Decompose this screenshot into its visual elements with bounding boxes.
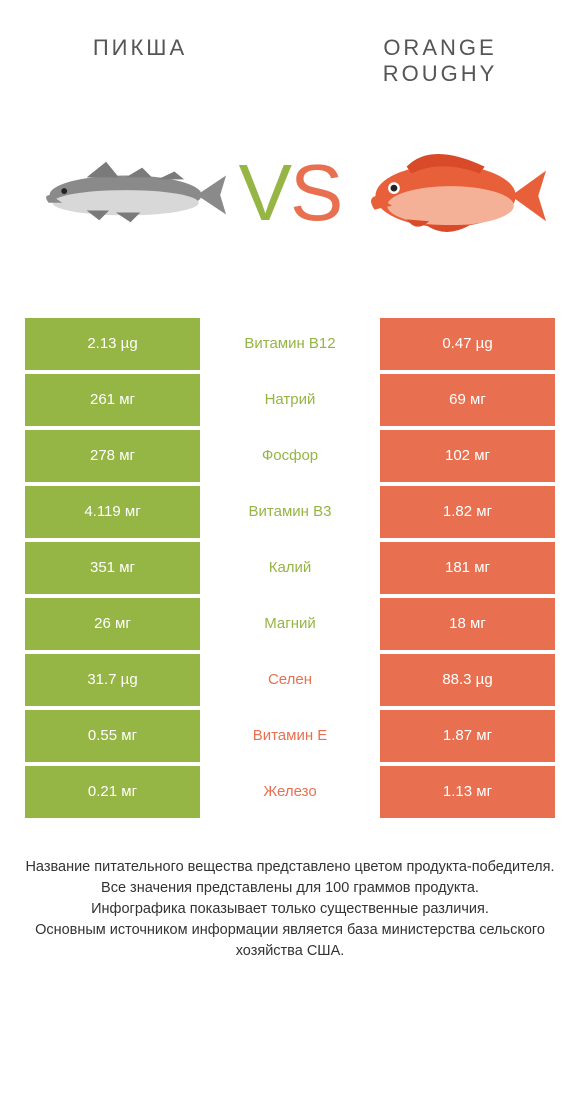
nutrient-label-cell: Селен [200,654,380,706]
footer-line2: Все значения представлены для 100 граммо… [25,878,555,899]
left-fish-image [30,123,230,263]
right-value-cell: 1.87 мг [380,710,555,762]
table-row: 4.119 мгВитамин B31.82 мг [25,486,555,538]
left-product-title: ПИКША [50,35,230,88]
nutrient-label-cell: Витамин E [200,710,380,762]
nutrient-label-cell: Витамин B3 [200,486,380,538]
left-value-cell: 278 мг [25,430,200,482]
right-title-line1: ORANGE [383,35,496,60]
right-fish-image [350,123,550,263]
left-value-cell: 351 мг [25,542,200,594]
vs-v: V [239,148,290,237]
table-row: 0.55 мгВитамин E1.87 мг [25,710,555,762]
table-row: 261 мгНатрий69 мг [25,374,555,426]
left-value-cell: 261 мг [25,374,200,426]
nutrient-label-cell: Калий [200,542,380,594]
left-value-cell: 0.21 мг [25,766,200,818]
vs-label: VS [239,147,342,239]
left-value-cell: 2.13 µg [25,318,200,370]
orange-roughy-icon [353,138,548,248]
left-value-cell: 0.55 мг [25,710,200,762]
left-value-cell: 26 мг [25,598,200,650]
hero-section: VS [0,98,580,318]
right-value-cell: 102 мг [380,430,555,482]
nutrient-label-cell: Железо [200,766,380,818]
footer-line3: Инфографика показывает только существенн… [25,899,555,920]
nutrient-label-cell: Магний [200,598,380,650]
right-value-cell: 1.13 мг [380,766,555,818]
table-row: 278 мгФосфор102 мг [25,430,555,482]
left-value-cell: 4.119 мг [25,486,200,538]
footer-line1: Название питательного вещества представл… [25,857,555,878]
table-row: 26 мгМагний18 мг [25,598,555,650]
table-row: 31.7 µgСелен88.3 µg [25,654,555,706]
nutrient-label-cell: Натрий [200,374,380,426]
haddock-icon [33,153,228,233]
table-row: 2.13 µgВитамин B120.47 µg [25,318,555,370]
nutrient-label-cell: Витамин B12 [200,318,380,370]
table-row: 0.21 мгЖелезо1.13 мг [25,766,555,818]
right-value-cell: 18 мг [380,598,555,650]
footer-line4: Основным источником информации является … [25,920,555,962]
nutrient-label-cell: Фосфор [200,430,380,482]
header: ПИКША ORANGE ROUGHY [0,0,580,98]
footer-notes: Название питательного вещества представл… [0,822,580,962]
right-value-cell: 88.3 µg [380,654,555,706]
left-value-cell: 31.7 µg [25,654,200,706]
table-row: 351 мгКалий181 мг [25,542,555,594]
right-value-cell: 181 мг [380,542,555,594]
nutrient-table: 2.13 µgВитамин B120.47 µg261 мгНатрий69 … [0,318,580,818]
right-product-title: ORANGE ROUGHY [350,35,530,88]
right-value-cell: 69 мг [380,374,555,426]
right-value-cell: 0.47 µg [380,318,555,370]
vs-s: S [290,148,341,237]
right-value-cell: 1.82 мг [380,486,555,538]
right-title-line2: ROUGHY [383,61,498,86]
